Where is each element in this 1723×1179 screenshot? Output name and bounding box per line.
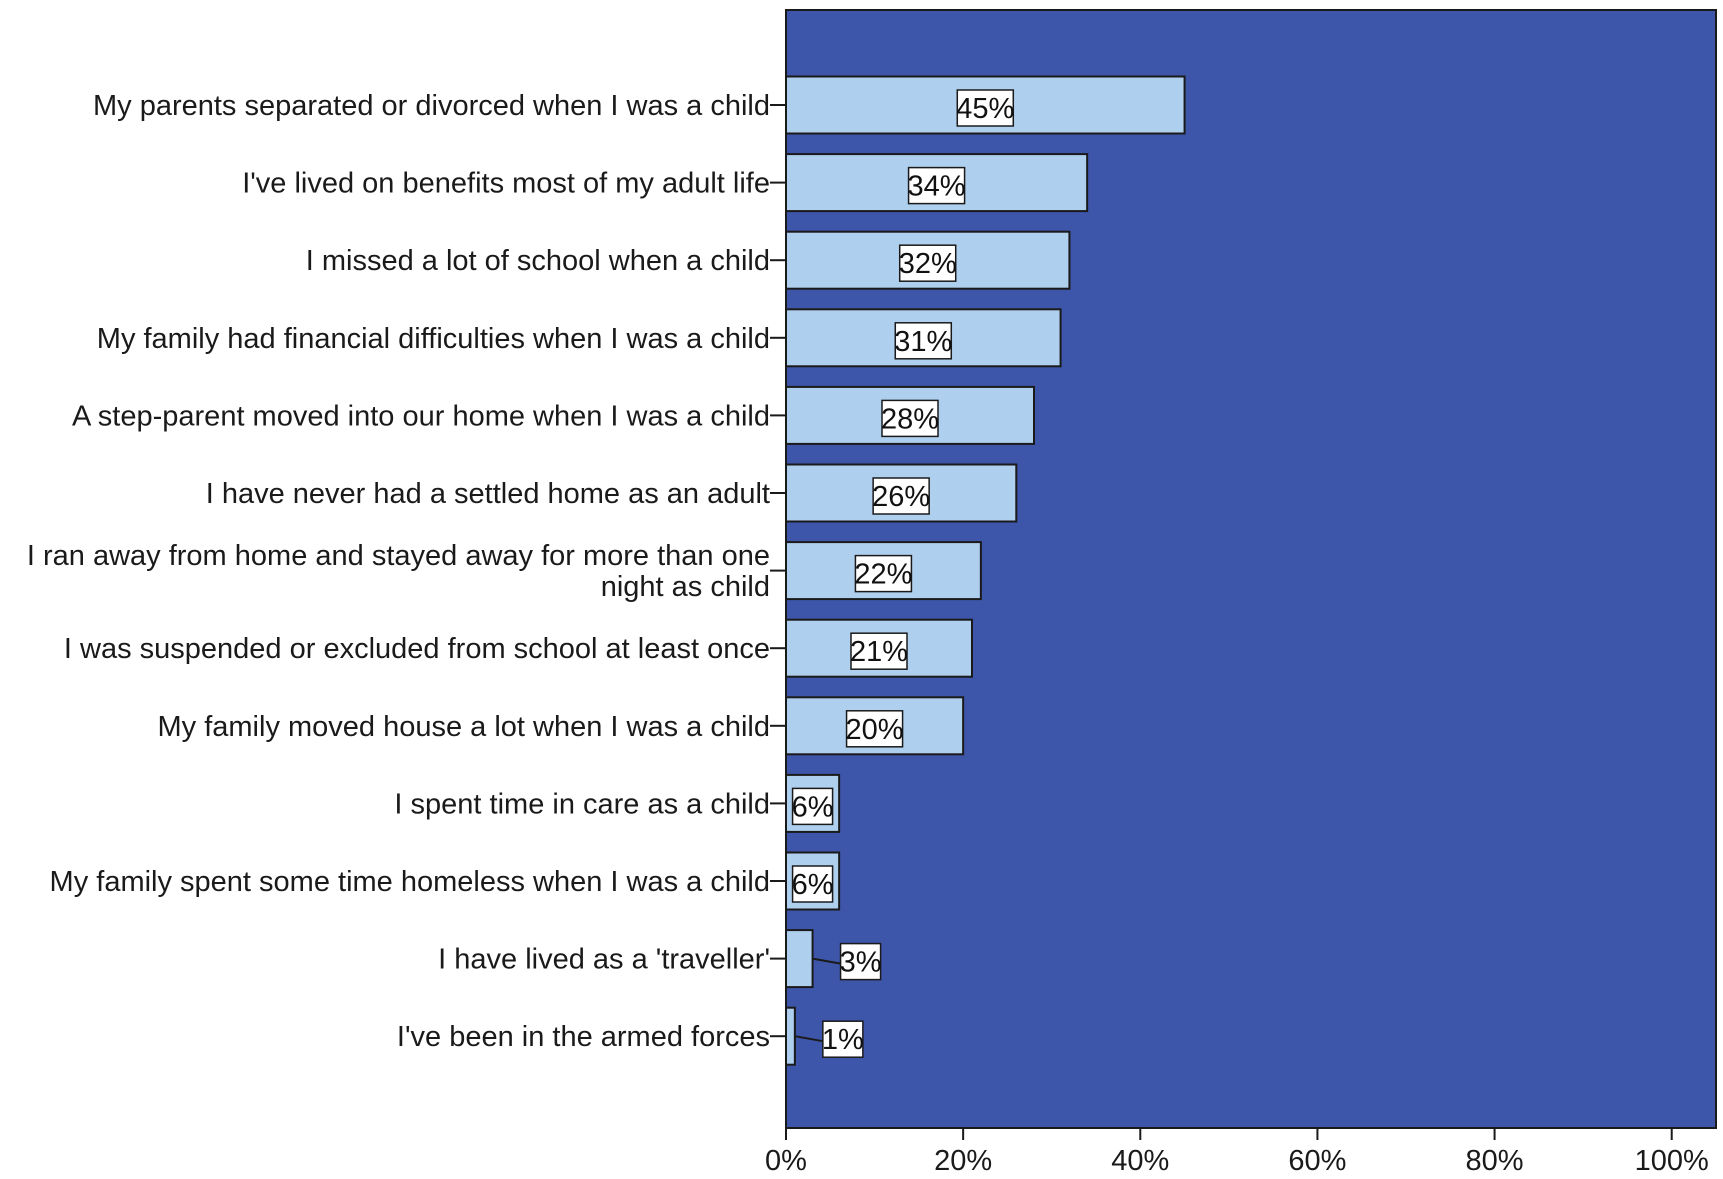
category-label: I missed a lot of school when a child xyxy=(306,245,770,277)
x-tick-label: 40% xyxy=(1111,1145,1169,1177)
category-labels-group: My parents separated or divorced when I … xyxy=(27,90,786,1053)
data-label: 31% xyxy=(894,326,952,358)
data-label-box xyxy=(839,942,882,981)
data-label-box xyxy=(845,710,904,748)
data-label: 22% xyxy=(854,559,912,591)
data-label: 20% xyxy=(846,714,904,746)
category-label: I ran away from home and stayed away for… xyxy=(27,540,770,603)
data-label-box xyxy=(872,477,930,515)
category-label: My parents separated or divorced when I … xyxy=(93,90,770,122)
x-tick-label: 100% xyxy=(1635,1145,1709,1177)
data-label-box xyxy=(907,166,966,205)
category-label: A step-parent moved into our home when I… xyxy=(72,400,770,432)
bar xyxy=(785,929,814,989)
data-label-box xyxy=(881,399,939,438)
category-label: My family had financial difficulties whe… xyxy=(97,323,770,355)
data-label: 45% xyxy=(956,93,1014,125)
data-label: 21% xyxy=(850,636,908,668)
category-label: My family spent some time homeless when … xyxy=(50,866,770,898)
data-labels-group: 45% 34% 32% 31% 28% 26% 22% 21% 20% 6% 6% 3% 1% xyxy=(791,89,1015,1058)
data-label: 28% xyxy=(881,403,939,435)
data-label: 26% xyxy=(872,481,930,513)
x-tick-label: 20% xyxy=(934,1145,992,1177)
data-label-box xyxy=(850,632,908,670)
x-tick-label: 60% xyxy=(1288,1145,1346,1177)
category-label: I've lived on benefits most of my adult … xyxy=(242,168,770,200)
bar xyxy=(785,1006,796,1066)
x-axis: 0% 20% 40% 60% 80% 100% xyxy=(765,1128,1709,1177)
x-tick-label: 0% xyxy=(765,1145,807,1177)
data-label: 32% xyxy=(899,248,957,280)
data-label-box xyxy=(854,554,913,593)
data-label-leader xyxy=(812,957,841,965)
data-label-box xyxy=(791,865,834,903)
category-label: I have never had a settled home as an ad… xyxy=(206,478,770,510)
category-label: I've been in the armed forces xyxy=(397,1021,770,1053)
data-label-leader xyxy=(794,1035,824,1043)
x-tick-label: 80% xyxy=(1466,1145,1524,1177)
data-label-box xyxy=(894,322,953,360)
data-label: 34% xyxy=(908,171,966,203)
data-label-box xyxy=(791,787,834,826)
category-label: My family moved house a lot when I was a… xyxy=(158,711,771,743)
category-label: I spent time in care as a child xyxy=(394,788,770,820)
category-label: I was suspended or excluded from school … xyxy=(64,633,770,665)
data-label: 3% xyxy=(840,947,882,979)
data-label: 6% xyxy=(792,869,834,901)
category-label: I have lived as a 'traveller' xyxy=(438,944,770,976)
data-label: 6% xyxy=(792,791,834,823)
data-label-box xyxy=(822,1020,864,1058)
data-label-box xyxy=(898,244,957,282)
data-label-box xyxy=(956,89,1015,127)
data-label: 1% xyxy=(822,1024,864,1056)
